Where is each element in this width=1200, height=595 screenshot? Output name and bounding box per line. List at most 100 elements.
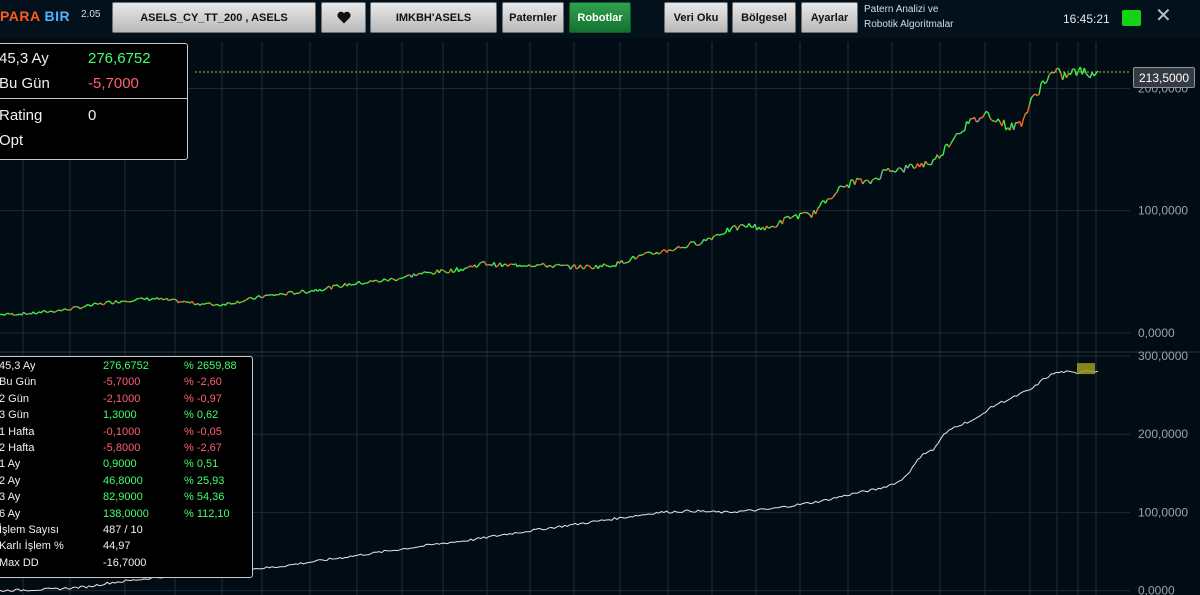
equity-end-marker [1077, 363, 1095, 375]
price-segment [134, 298, 138, 301]
price-segment [513, 263, 516, 266]
price-segment [811, 210, 815, 218]
summary-today-value: -5,7000 [88, 75, 139, 92]
price-segment [791, 215, 795, 218]
price-segment [254, 296, 258, 300]
price-segment [658, 252, 662, 255]
price-segment [789, 216, 793, 220]
stats-percent: % 0,51 [184, 458, 219, 471]
stats-row: 2 Hafta -5,8000 % -2,67 [0, 442, 254, 458]
price-segment [470, 265, 473, 268]
price-segment [197, 302, 201, 306]
price-segment [697, 243, 701, 246]
price-segment [299, 289, 303, 294]
price-segment [768, 226, 771, 229]
price-segment [219, 304, 222, 307]
price-segment [654, 251, 658, 255]
price-segment [1, 313, 5, 316]
price-segment [558, 263, 562, 267]
current-price-label: 213,5000 [1133, 67, 1195, 88]
symbol-selector-button[interactable]: ASELS_CY_TT_200 , ASELS [112, 2, 316, 33]
price-segment [1038, 82, 1042, 95]
price-segment [450, 268, 454, 273]
regional-button[interactable]: Bölgesel [732, 2, 796, 33]
price-segment [203, 302, 207, 305]
price-segment [164, 297, 167, 300]
price-segment [315, 288, 319, 292]
price-segment [303, 290, 307, 294]
price-segment [958, 132, 961, 135]
price-segment [1089, 72, 1093, 79]
stats-value: -16,7000 [103, 556, 147, 569]
summary-panel: 45,3 Ay 276,6752 Bu Gün -5,7000 Rating 0… [0, 43, 188, 160]
price-segment [32, 311, 36, 315]
price-segment [321, 289, 324, 292]
price-segment [832, 193, 836, 198]
stats-percent: % -2,67 [184, 442, 222, 454]
equity-tick-label: 200,0000 [1138, 427, 1188, 441]
price-segment [72, 306, 75, 309]
price-segment [1062, 72, 1066, 81]
stats-label: 45,3 Ay [0, 360, 36, 372]
price-segment [781, 217, 785, 225]
price-segment [1020, 118, 1025, 127]
price-segment [262, 295, 266, 299]
patterns-button[interactable]: Paternler [502, 2, 564, 33]
price-segment [875, 177, 879, 181]
price-segment [534, 264, 538, 268]
price-segment [887, 167, 891, 172]
price-segment [183, 300, 187, 304]
price-segment [693, 241, 697, 246]
data-read-button[interactable]: Veri Oku [664, 2, 728, 33]
stats-panel: 45,3 Ay 276,6752 % 2659,88 Bu Gün -5,7000 % -… [0, 356, 253, 578]
price-segment [11, 312, 15, 316]
summary-today-label: Bu Gün [0, 75, 50, 92]
settings-button[interactable]: Ayarlar [801, 2, 858, 33]
price-segment [433, 272, 436, 275]
price-segment [717, 233, 720, 236]
price-segment [231, 302, 234, 305]
price-segment [19, 313, 22, 316]
price-segment [3, 313, 7, 316]
index-button[interactable]: IMKBH'ASELS [370, 2, 497, 33]
favorite-button[interactable] [321, 2, 366, 33]
price-segment [209, 302, 213, 306]
price-segment [170, 298, 173, 301]
price-segment [305, 291, 309, 294]
price-segment [785, 215, 789, 218]
heart-icon [336, 11, 351, 24]
stats-row: 3 Ay 82,9000 % 54,36 [0, 491, 254, 507]
price-segment [836, 186, 840, 193]
price-segment [493, 262, 497, 268]
price-segment [221, 303, 224, 306]
price-segment [977, 117, 981, 122]
price-segment [438, 269, 442, 274]
stats-label: 2 Gün [0, 392, 29, 405]
price-segment [256, 294, 260, 298]
price-segment [97, 302, 101, 305]
price-segment [186, 301, 189, 304]
price-segment [223, 303, 226, 307]
price-segment [27, 312, 30, 316]
robots-button[interactable]: Robotlar [569, 2, 631, 33]
price-segment [1030, 95, 1034, 99]
price-segment [797, 213, 801, 220]
price-segment [160, 297, 164, 301]
price-segment [1025, 112, 1028, 115]
stats-row: 2 Ay 46,8000 % 25,93 [0, 475, 254, 491]
stats-value: 0,9000 [103, 458, 137, 471]
price-segment [973, 117, 978, 123]
stats-percent: % -2,60 [184, 376, 222, 389]
price-segment [705, 237, 709, 242]
price-segment [181, 300, 185, 303]
price-segment [517, 264, 521, 268]
price-segment [336, 284, 340, 288]
app-tagline: Patern Analizi ve Robotik Algoritmalar [864, 2, 953, 32]
price-segment [1015, 121, 1018, 124]
close-icon[interactable]: ✕ [1155, 5, 1172, 27]
price-segment [180, 300, 183, 303]
price-segment [83, 304, 87, 308]
price-segment [280, 292, 283, 295]
price-segment [856, 177, 860, 180]
price-segment [636, 254, 640, 258]
